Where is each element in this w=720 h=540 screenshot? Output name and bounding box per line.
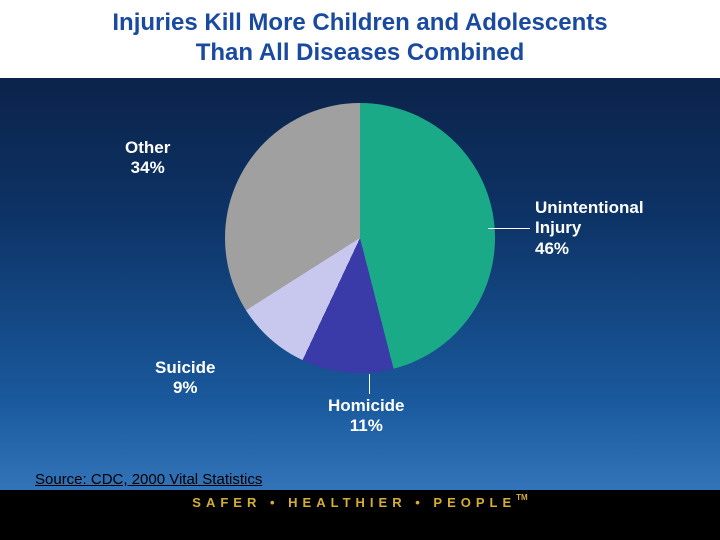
tagline-a: SAFER xyxy=(192,495,261,510)
title-line-1: Injuries Kill More Children and Adolesce… xyxy=(112,9,607,36)
label-unintentional-name: Unintentional xyxy=(535,198,644,218)
slide-title: Injuries Kill More Children and Adolesce… xyxy=(0,0,720,78)
tagline-tm: TM xyxy=(516,493,528,502)
tagline-c: PEOPLE xyxy=(433,495,516,510)
source-citation: Source: CDC, 2000 Vital Statistics xyxy=(35,471,262,488)
pie-slices xyxy=(225,103,495,373)
tagline-b: HEALTHIER xyxy=(288,495,406,510)
label-unintentional: Unintentional Injury 46% xyxy=(535,198,644,259)
label-suicide-name: Suicide xyxy=(155,358,215,378)
title-line-2: Than All Diseases Combined xyxy=(196,39,525,66)
label-other: Other 34% xyxy=(125,138,170,179)
tagline-bullet-1: • xyxy=(270,495,280,510)
label-unintentional-pct: 46% xyxy=(535,239,644,259)
label-homicide-name: Homicide xyxy=(328,396,405,416)
label-unintentional-name2: Injury xyxy=(535,218,644,238)
label-homicide-pct: 11% xyxy=(328,416,405,436)
label-other-pct: 34% xyxy=(125,158,170,178)
pie-chart: Other 34% Unintentional Injury 46% Suici… xyxy=(0,78,720,478)
label-homicide: Homicide 11% xyxy=(328,396,405,437)
label-suicide: Suicide 9% xyxy=(155,358,215,399)
tagline-bullet-2: • xyxy=(415,495,425,510)
leader-homicide xyxy=(369,374,370,394)
label-suicide-pct: 9% xyxy=(155,378,215,398)
leader-unintentional xyxy=(488,228,530,229)
footer-tagline: SAFER • HEALTHIER • PEOPLETM xyxy=(0,495,720,510)
label-other-name: Other xyxy=(125,138,170,158)
